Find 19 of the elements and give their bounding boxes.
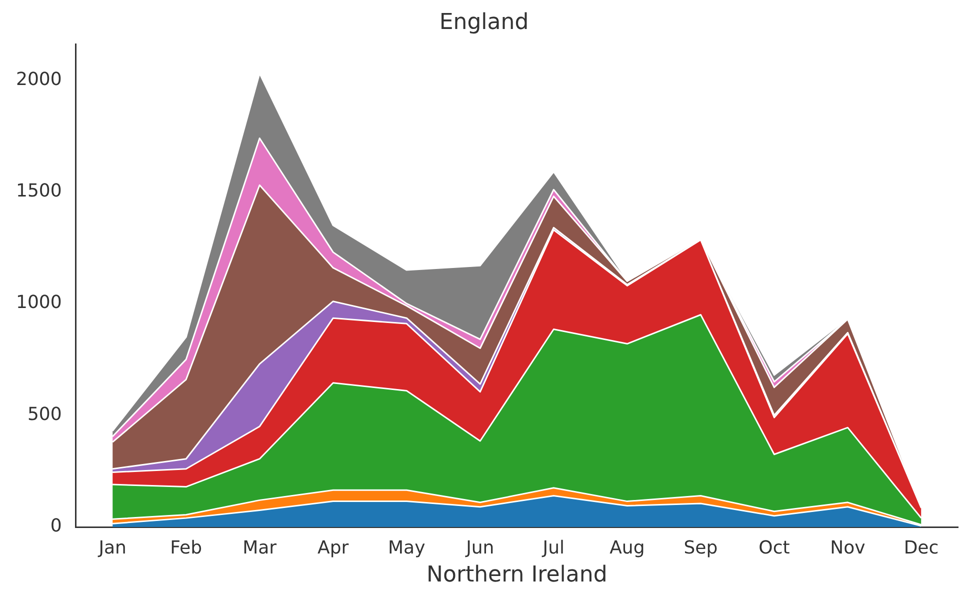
x-tick-label: Nov bbox=[830, 537, 866, 558]
y-tick-label: 1500 bbox=[16, 180, 62, 202]
y-tick-label: 2000 bbox=[16, 68, 62, 90]
y-tick-label: 500 bbox=[27, 404, 62, 425]
x-tick-label: Mar bbox=[242, 537, 278, 558]
x-tick-label: Oct bbox=[758, 537, 790, 558]
x-tick-label: Jul bbox=[542, 537, 565, 558]
y-tick-label: 1000 bbox=[16, 292, 62, 314]
x-tick-label: Feb bbox=[170, 537, 202, 558]
y-tick-label: 0 bbox=[50, 516, 62, 537]
x-tick-label: Sep bbox=[684, 537, 718, 558]
chart-title: England bbox=[439, 10, 529, 35]
x-tick-label: Jan bbox=[98, 537, 126, 558]
x-tick-label: Jun bbox=[465, 537, 494, 558]
x-tick-label: Apr bbox=[318, 537, 350, 558]
x-axis-title: Northern Ireland bbox=[426, 562, 608, 588]
x-tick-label: May bbox=[388, 537, 426, 558]
x-tick-label: Aug bbox=[610, 537, 645, 558]
x-tick-label: Dec bbox=[904, 537, 939, 558]
